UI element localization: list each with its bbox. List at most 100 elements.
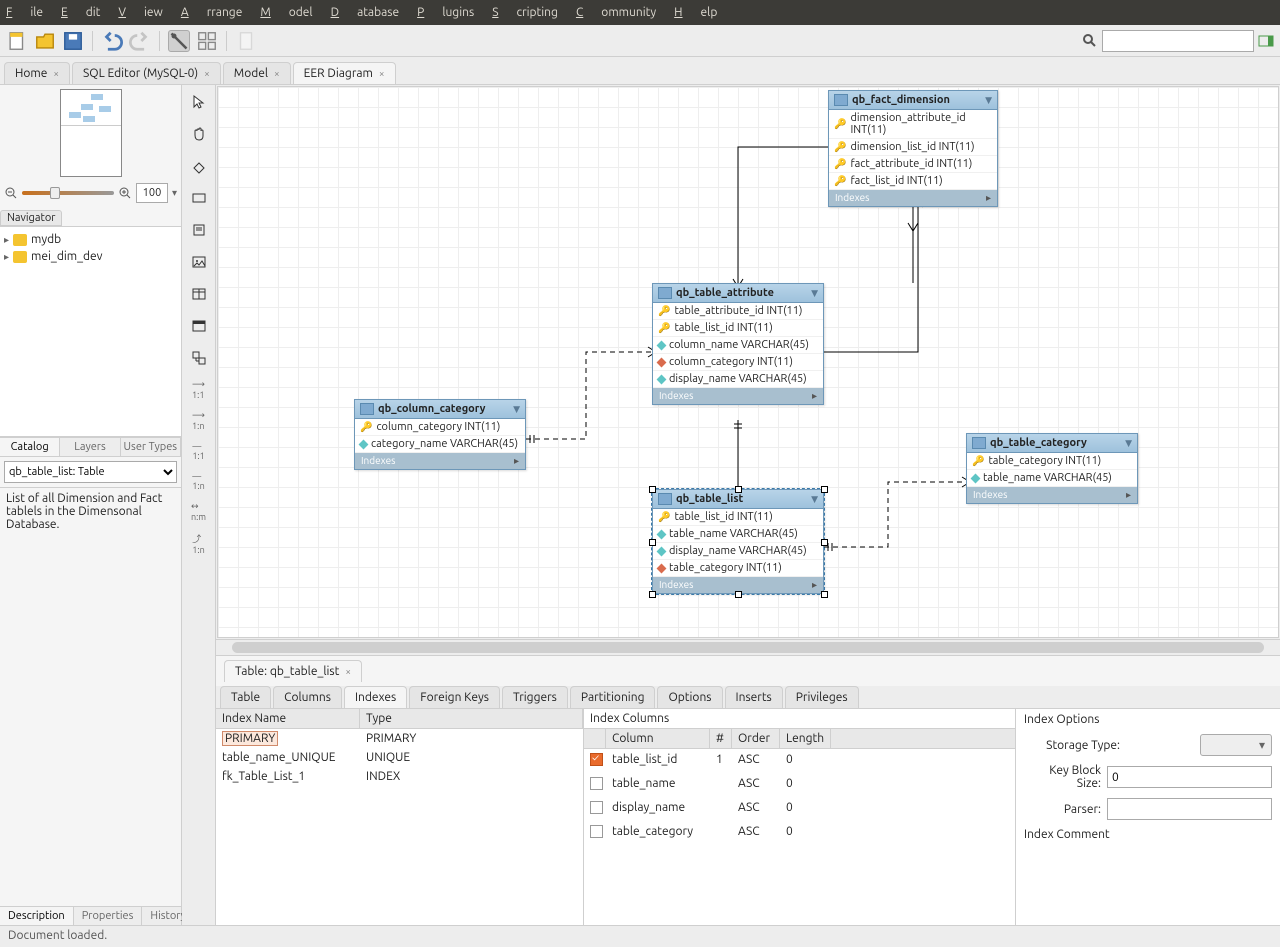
- subtab-partitioning[interactable]: Partitioning: [570, 686, 656, 708]
- key-block-size-input[interactable]: [1107, 766, 1272, 788]
- subtab-inserts[interactable]: Inserts: [725, 686, 783, 708]
- catalog-tab[interactable]: Catalog: [0, 438, 60, 456]
- new-file-icon[interactable]: [6, 30, 28, 52]
- menu-community[interactable]: Community: [576, 6, 656, 19]
- zoom-in-icon[interactable]: [118, 186, 132, 200]
- entity-qb-table-list[interactable]: qb_table_list▼🔑table_list_id INT(11)tabl…: [652, 489, 824, 594]
- index-row[interactable]: table_name_UNIQUE UNIQUE: [216, 748, 583, 767]
- entity-qb-column-category[interactable]: qb_column_category▼🔑column_category INT(…: [354, 399, 526, 470]
- tab-home[interactable]: Home×: [4, 62, 70, 84]
- redo-icon[interactable]: [129, 30, 151, 52]
- zoom-out-icon[interactable]: [4, 186, 18, 200]
- storage-type-select[interactable]: [1200, 734, 1272, 756]
- search-input[interactable]: [1102, 30, 1254, 52]
- menu-scripting[interactable]: Scripting: [492, 6, 558, 19]
- menu-model[interactable]: Model: [260, 6, 312, 19]
- index-column-row[interactable]: table_categoryASC0: [584, 821, 1015, 845]
- note-tool-icon[interactable]: [188, 219, 210, 241]
- tool-palette: ⟶1:1 ⟶1:n —1:1 —1:n ↔n:m ⤴1:n: [182, 85, 216, 925]
- pointer-tool-icon[interactable]: [188, 91, 210, 113]
- subtab-columns[interactable]: Columns: [273, 686, 342, 708]
- zoom-value[interactable]: 100: [136, 183, 168, 203]
- layer-tool-icon[interactable]: [188, 187, 210, 209]
- close-icon[interactable]: ×: [53, 68, 59, 79]
- subtab-table[interactable]: Table: [220, 686, 271, 708]
- routine-tool-icon[interactable]: [188, 347, 210, 369]
- tab-eer-diagram[interactable]: EER Diagram×: [293, 62, 396, 84]
- menu-edit[interactable]: Edit: [61, 6, 100, 19]
- subtab-privileges[interactable]: Privileges: [785, 686, 859, 708]
- open-file-icon[interactable]: [34, 30, 56, 52]
- close-icon[interactable]: ×: [379, 68, 385, 79]
- rel-1n-alt-icon[interactable]: ⤴1:n: [192, 532, 204, 555]
- menu-arrange[interactable]: Arrange: [181, 6, 242, 19]
- navigator-label: Navigator: [0, 210, 62, 226]
- object-select[interactable]: qb_table_list: Table: [4, 461, 177, 483]
- eraser-tool-icon[interactable]: [188, 155, 210, 177]
- rel-1n-solid-icon[interactable]: —1:n: [192, 471, 204, 491]
- search-icon[interactable]: [1082, 33, 1098, 49]
- database-icon: [13, 234, 27, 246]
- zoom-slider[interactable]: [22, 191, 114, 195]
- canvas-wrap: qb_fact_dimension▼🔑dimension_attribute_i…: [216, 85, 1280, 925]
- menu-database[interactable]: Database: [331, 6, 400, 19]
- col-type[interactable]: Type: [360, 709, 583, 728]
- subtab-foreign-keys[interactable]: Foreign Keys: [409, 686, 500, 708]
- rel-11-icon[interactable]: ⟶1:1: [192, 379, 205, 400]
- grid-toggle-icon[interactable]: [196, 30, 218, 52]
- index-column-row[interactable]: display_nameASC0: [584, 797, 1015, 821]
- subtab-triggers[interactable]: Triggers: [502, 686, 568, 708]
- index-row[interactable]: PRIMARY PRIMARY: [216, 729, 583, 748]
- tab-model[interactable]: Model×: [223, 62, 291, 84]
- rel-1n-icon[interactable]: ⟶1:n: [192, 410, 205, 431]
- hand-tool-icon[interactable]: [188, 123, 210, 145]
- dropdown-icon[interactable]: ▾: [172, 187, 177, 199]
- close-icon[interactable]: ×: [204, 68, 210, 79]
- entity-qb-fact-dimension[interactable]: qb_fact_dimension▼🔑dimension_attribute_i…: [828, 90, 998, 207]
- index-column-row[interactable]: table_list_id1ASC0: [584, 749, 1015, 773]
- undo-icon[interactable]: [101, 30, 123, 52]
- sidebar-toggle-icon[interactable]: [1258, 33, 1274, 49]
- catalog-tree: mydb mei_dim_dev: [0, 227, 181, 437]
- toolbar: [0, 25, 1280, 57]
- image-tool-icon[interactable]: [188, 251, 210, 273]
- index-column-row[interactable]: table_nameASC0: [584, 773, 1015, 797]
- close-icon[interactable]: ×: [345, 666, 351, 677]
- database-icon: [13, 251, 27, 263]
- table-tool-icon[interactable]: [188, 283, 210, 305]
- entity-qb-table-attribute[interactable]: qb_table_attribute▼🔑table_attribute_id I…: [652, 283, 824, 405]
- rel-nm-icon[interactable]: ↔n:m: [191, 501, 206, 522]
- subtab-options[interactable]: Options: [657, 686, 722, 708]
- status-bar: Document loaded.: [0, 925, 1280, 947]
- parser-input[interactable]: [1107, 798, 1272, 820]
- menu-view[interactable]: View: [118, 6, 162, 19]
- horizontal-scrollbar[interactable]: [216, 639, 1280, 655]
- menu-help[interactable]: Help: [674, 6, 717, 19]
- db-item[interactable]: mei_dim_dev: [4, 248, 177, 265]
- db-item[interactable]: mydb: [4, 231, 177, 248]
- rel-11-solid-icon[interactable]: —1:1: [192, 441, 204, 461]
- menu-file[interactable]: File: [6, 6, 43, 19]
- col-index-name[interactable]: Index Name: [216, 709, 360, 728]
- view-tool-icon[interactable]: [188, 315, 210, 337]
- user-types-tab[interactable]: User Types: [121, 438, 181, 456]
- entity-qb-table-category[interactable]: qb_table_category▼🔑table_category INT(11…: [966, 433, 1138, 504]
- layers-tab[interactable]: Layers: [60, 438, 120, 456]
- save-icon[interactable]: [62, 30, 84, 52]
- grid-align-icon[interactable]: [168, 30, 190, 52]
- detail-tab[interactable]: Table: qb_table_list×: [224, 660, 362, 682]
- diagram-canvas[interactable]: qb_fact_dimension▼🔑dimension_attribute_i…: [217, 86, 1279, 638]
- properties-tab[interactable]: Properties: [74, 907, 143, 925]
- detail-subtabs: Table Columns Indexes Foreign Keys Trigg…: [216, 686, 1280, 709]
- sidebar: 100 ▾ Navigator mydb mei_dim_dev Catalog…: [0, 85, 182, 925]
- subtab-indexes[interactable]: Indexes: [344, 686, 407, 708]
- tab-sql-editor[interactable]: SQL Editor (MySQL-0)×: [72, 62, 221, 84]
- description-text: List of all Dimension and Fact tablels i…: [0, 488, 181, 906]
- close-icon[interactable]: ×: [274, 68, 280, 79]
- description-tab[interactable]: Description: [0, 907, 74, 925]
- menu-plugins[interactable]: Plugins: [417, 6, 474, 19]
- index-row[interactable]: fk_Table_List_1 INDEX: [216, 767, 583, 786]
- object-selector: qb_table_list: Table: [0, 457, 181, 488]
- doc-icon[interactable]: [235, 30, 257, 52]
- navigator-thumbnail[interactable]: [60, 89, 122, 177]
